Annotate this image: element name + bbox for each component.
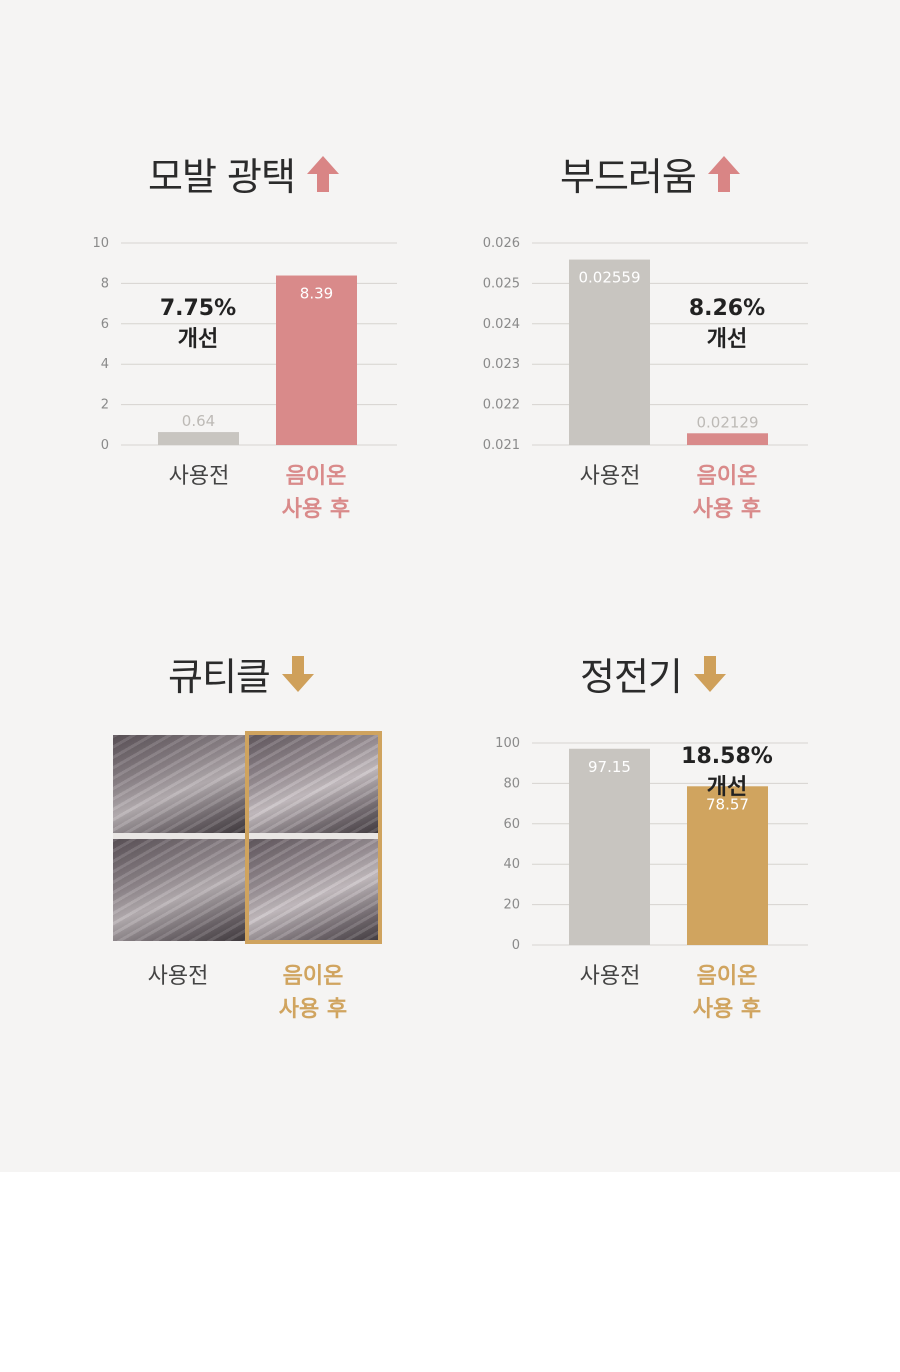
softness-value-label-before: 0.02559 (578, 269, 640, 287)
softness-improvement-note: 8.26% 개선 (677, 293, 777, 355)
static-category-after: 음이온 사용 후 (677, 960, 777, 1026)
gloss-ytick-label: 10 (92, 236, 109, 251)
cuticle-category-after: 음이온 사용 후 (263, 960, 363, 1026)
softness-improvement-percent: 8.26% (688, 296, 766, 321)
cuticle-after-bottom (249, 839, 379, 941)
static-category-before: 사용전 (579, 964, 641, 989)
gloss-improvement-note: 7.75% 개선 (148, 293, 248, 355)
softness-ytick-label: 0.025 (483, 276, 520, 291)
gloss-category-after: 음이온 사용 후 (266, 460, 366, 526)
title-cuticle-text: 큐티클 (168, 655, 271, 699)
gloss-ytick-label: 0 (101, 438, 109, 453)
static-improvement-note: 18.58% 개선 (672, 741, 782, 803)
softness-ytick-label: 0.024 (483, 317, 520, 332)
title-gloss-text: 모발 광택 (148, 155, 296, 199)
softness-ytick-label: 0.023 (483, 357, 520, 372)
softness-value-label-after: 0.02129 (696, 413, 758, 431)
cuticle-category-after-line2: 사용 후 (278, 997, 348, 1022)
static-chart: 0 20 40 60 80 100 97.15 78.57 (495, 736, 808, 953)
static-value-label-after: 78.57 (706, 795, 749, 813)
cuticle-category-before: 사용전 (147, 964, 209, 989)
softness-chart: 0.021 0.022 0.023 0.024 0.025 0.026 0.02559 0.0… (483, 236, 808, 453)
gloss-ytick-label: 8 (101, 276, 109, 291)
up-arrow-icon (306, 155, 339, 192)
title-softness: 부드러움 (560, 146, 742, 201)
static-bar-before (569, 748, 650, 945)
static-ytick-label: 40 (503, 857, 520, 872)
gloss-bar-after (276, 275, 357, 445)
gloss-improvement-percent: 7.75% (159, 296, 237, 321)
softness-category-after-line2: 사용 후 (692, 497, 762, 522)
title-static: 정전기 (580, 646, 728, 701)
title-gloss: 모발 광택 (148, 146, 341, 201)
title-cuticle: 큐티클 (168, 646, 316, 701)
softness-category-before: 사용전 (579, 464, 641, 489)
softness-bar-after (687, 433, 768, 445)
static-ytick-label: 20 (503, 898, 520, 913)
up-arrow-icon (707, 155, 740, 192)
gloss-ytick-label: 2 (101, 398, 109, 413)
static-ytick-label: 0 (512, 938, 520, 953)
softness-bar-before (569, 259, 650, 445)
gloss-chart: 0 2 4 6 8 10 0.64 8.39 (92, 236, 397, 453)
static-bar-after (687, 786, 768, 945)
softness-category-after-line1: 음이온 (696, 464, 758, 489)
gloss-value-label-after: 8.39 (300, 285, 333, 303)
softness-ytick-label: 0.026 (483, 236, 520, 251)
cuticle-before-top (113, 735, 249, 833)
softness-ytick-label: 0.022 (483, 398, 520, 413)
static-improvement-label: 개선 (706, 775, 748, 800)
softness-ytick-label: 0.021 (483, 438, 520, 453)
static-ytick-label: 60 (503, 817, 520, 832)
softness-improvement-label: 개선 (706, 327, 748, 352)
gloss-category-after-line1: 음이온 (285, 464, 347, 489)
title-static-text: 정전기 (580, 655, 683, 699)
static-value-label-before: 97.15 (588, 758, 631, 776)
static-improvement-percent: 18.58% (681, 744, 773, 769)
cuticle-after-top (249, 735, 379, 833)
static-ytick-label: 80 (503, 776, 520, 791)
gloss-value-label-before: 0.64 (182, 412, 215, 430)
down-arrow-icon (693, 655, 726, 692)
static-ytick-label: 100 (495, 736, 520, 751)
title-softness-text: 부드러움 (560, 155, 697, 199)
gloss-improvement-label: 개선 (177, 327, 219, 352)
gloss-category-after-line2: 사용 후 (281, 497, 351, 522)
gloss-bar-before (158, 432, 239, 445)
page-background (0, 0, 900, 1172)
gloss-category-before: 사용전 (168, 464, 230, 489)
gloss-ytick-label: 6 (101, 317, 109, 332)
softness-category-after: 음이온 사용 후 (677, 460, 777, 526)
down-arrow-icon (281, 655, 314, 692)
static-category-after-line2: 사용 후 (692, 997, 762, 1022)
cuticle-before-bottom (113, 839, 249, 941)
gloss-ytick-label: 4 (101, 357, 109, 372)
cuticle-category-after-line1: 음이온 (282, 964, 344, 989)
static-category-after-line1: 음이온 (696, 964, 758, 989)
cuticle-after-highlight-frame (245, 731, 382, 944)
